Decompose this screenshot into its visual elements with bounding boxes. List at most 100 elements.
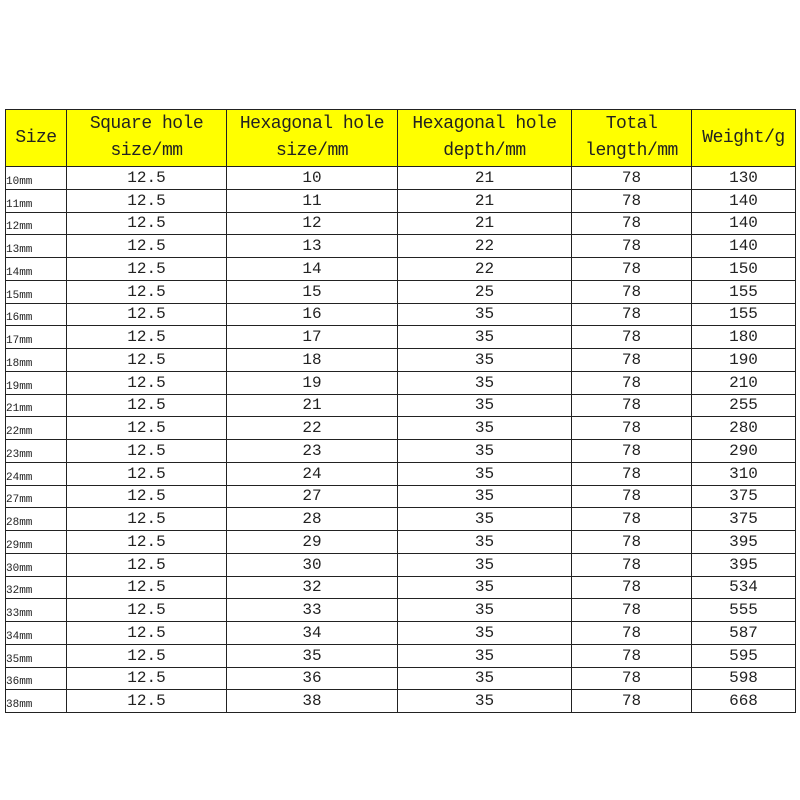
cell-size: 28mm xyxy=(5,507,67,531)
cell-weight: 395 xyxy=(691,530,796,554)
cell-hex-hole-depth: 35 xyxy=(397,552,572,577)
cell-size: 24mm xyxy=(5,461,67,486)
cell-weight: 210 xyxy=(691,370,796,395)
cell-weight: 668 xyxy=(691,689,796,713)
cell-total-length: 78 xyxy=(571,188,692,213)
cell-total-length: 78 xyxy=(571,302,692,327)
cell-hex-hole-size: 36 xyxy=(226,666,398,691)
cell-hex-hole-depth: 21 xyxy=(397,188,572,213)
cell-total-length: 78 xyxy=(571,643,692,668)
table-row: 22mm 12.5 22 35 78 280 xyxy=(5,416,796,440)
header-hex-hole-depth: Hexagonal hole depth/mm xyxy=(397,109,572,167)
cell-size: 36mm xyxy=(5,666,67,691)
cell-hex-hole-size: 15 xyxy=(226,279,398,304)
cell-weight: 140 xyxy=(691,188,796,213)
cell-weight: 375 xyxy=(691,507,796,531)
cell-hex-hole-depth: 35 xyxy=(397,507,572,531)
cell-total-length: 78 xyxy=(571,211,692,236)
cell-total-length: 78 xyxy=(571,279,692,304)
table-row: 27mm 12.5 27 35 78 375 xyxy=(5,484,796,509)
cell-total-length: 78 xyxy=(571,370,692,395)
cell-square-hole-size: 12.5 xyxy=(66,234,227,258)
header-hex-hole-size: Hexagonal hole size/mm xyxy=(226,109,398,167)
cell-size: 38mm xyxy=(5,689,67,713)
cell-hex-hole-size: 38 xyxy=(226,689,398,713)
cell-hex-hole-size: 18 xyxy=(226,348,398,372)
cell-square-hole-size: 12.5 xyxy=(66,279,227,304)
cell-square-hole-size: 12.5 xyxy=(66,257,227,281)
header-size: Size xyxy=(5,109,67,167)
cell-hex-hole-depth: 35 xyxy=(397,302,572,327)
cell-hex-hole-depth: 35 xyxy=(397,484,572,509)
cell-hex-hole-depth: 35 xyxy=(397,530,572,554)
cell-square-hole-size: 12.5 xyxy=(66,416,227,440)
cell-hex-hole-depth: 35 xyxy=(397,370,572,395)
cell-size: 15mm xyxy=(5,279,67,304)
cell-square-hole-size: 12.5 xyxy=(66,439,227,463)
cell-size: 18mm xyxy=(5,348,67,372)
cell-total-length: 78 xyxy=(571,257,692,281)
table-row: 15mm 12.5 15 25 78 155 xyxy=(5,279,796,304)
cell-hex-hole-depth: 21 xyxy=(397,211,572,236)
cell-hex-hole-depth: 35 xyxy=(397,325,572,349)
cell-square-hole-size: 12.5 xyxy=(66,598,227,622)
cell-square-hole-size: 12.5 xyxy=(66,621,227,645)
cell-total-length: 78 xyxy=(571,575,692,600)
cell-size: 19mm xyxy=(5,370,67,395)
header-row: Size Square hole size/mm Hexagonal hole … xyxy=(5,109,796,167)
cell-square-hole-size: 12.5 xyxy=(66,643,227,668)
cell-hex-hole-depth: 35 xyxy=(397,393,572,418)
cell-hex-hole-size: 22 xyxy=(226,416,398,440)
table-row: 36mm 12.5 36 35 78 598 xyxy=(5,666,796,691)
cell-size: 13mm xyxy=(5,234,67,258)
cell-total-length: 78 xyxy=(571,416,692,440)
cell-square-hole-size: 12.5 xyxy=(66,484,227,509)
cell-size: 27mm xyxy=(5,484,67,509)
cell-weight: 180 xyxy=(691,325,796,349)
table-row: 28mm 12.5 28 35 78 375 xyxy=(5,507,796,531)
cell-weight: 395 xyxy=(691,552,796,577)
cell-size: 21mm xyxy=(5,393,67,418)
cell-hex-hole-size: 14 xyxy=(226,257,398,281)
cell-weight: 150 xyxy=(691,257,796,281)
table-row: 14mm 12.5 14 22 78 150 xyxy=(5,257,796,281)
table-row: 33mm 12.5 33 35 78 555 xyxy=(5,598,796,622)
cell-total-length: 78 xyxy=(571,461,692,486)
cell-total-length: 78 xyxy=(571,530,692,554)
cell-hex-hole-size: 28 xyxy=(226,507,398,531)
cell-square-hole-size: 12.5 xyxy=(66,211,227,236)
cell-weight: 595 xyxy=(691,643,796,668)
cell-hex-hole-size: 19 xyxy=(226,370,398,395)
cell-hex-hole-depth: 22 xyxy=(397,257,572,281)
cell-total-length: 78 xyxy=(571,552,692,577)
cell-hex-hole-depth: 35 xyxy=(397,461,572,486)
cell-square-hole-size: 12.5 xyxy=(66,348,227,372)
cell-weight: 375 xyxy=(691,484,796,509)
cell-weight: 587 xyxy=(691,621,796,645)
cell-total-length: 78 xyxy=(571,166,692,190)
cell-size: 17mm xyxy=(5,325,67,349)
table-row: 30mm 12.5 30 35 78 395 xyxy=(5,552,796,577)
cell-size: 34mm xyxy=(5,621,67,645)
cell-hex-hole-size: 17 xyxy=(226,325,398,349)
table-row: 16mm 12.5 16 35 78 155 xyxy=(5,302,796,327)
cell-total-length: 78 xyxy=(571,666,692,691)
cell-size: 16mm xyxy=(5,302,67,327)
cell-size: 30mm xyxy=(5,552,67,577)
cell-total-length: 78 xyxy=(571,439,692,463)
table-row: 12mm 12.5 12 21 78 140 xyxy=(5,211,796,236)
cell-hex-hole-size: 33 xyxy=(226,598,398,622)
cell-hex-hole-size: 32 xyxy=(226,575,398,600)
table-row: 10mm 12.5 10 21 78 130 xyxy=(5,166,796,190)
cell-hex-hole-depth: 35 xyxy=(397,643,572,668)
table-row: 21mm 12.5 21 35 78 255 xyxy=(5,393,796,418)
cell-hex-hole-size: 27 xyxy=(226,484,398,509)
table-row: 11mm 12.5 11 21 78 140 xyxy=(5,188,796,213)
cell-hex-hole-size: 12 xyxy=(226,211,398,236)
cell-size: 29mm xyxy=(5,530,67,554)
cell-size: 33mm xyxy=(5,598,67,622)
cell-hex-hole-depth: 35 xyxy=(397,575,572,600)
cell-size: 35mm xyxy=(5,643,67,668)
cell-total-length: 78 xyxy=(571,507,692,531)
cell-square-hole-size: 12.5 xyxy=(66,461,227,486)
